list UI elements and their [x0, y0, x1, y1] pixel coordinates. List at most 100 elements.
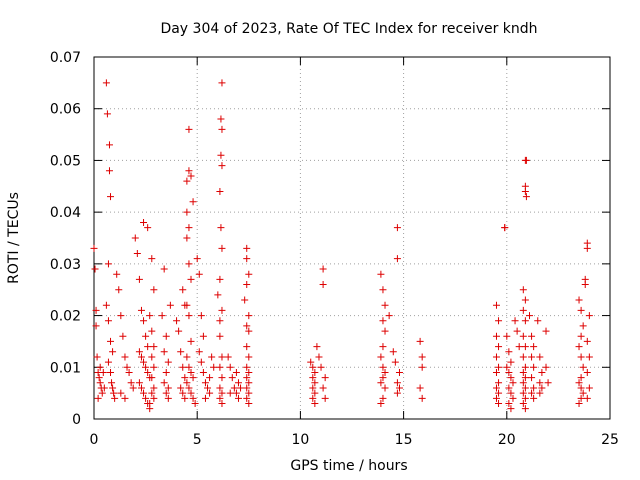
data-point	[379, 317, 387, 325]
data-point	[513, 327, 521, 335]
data-point	[243, 384, 251, 392]
data-point	[208, 353, 216, 361]
data-point	[135, 275, 143, 283]
data-point	[216, 363, 224, 371]
data-point	[492, 353, 500, 361]
data-point	[183, 208, 191, 216]
data-point	[206, 374, 214, 382]
data-point	[133, 250, 141, 258]
data-point	[311, 389, 319, 397]
plot-frame	[93, 56, 611, 420]
data-point	[218, 244, 226, 252]
data-point	[583, 337, 591, 345]
data-point	[187, 172, 195, 180]
data-point	[542, 363, 550, 371]
axis-ticks	[93, 56, 611, 420]
data-point	[575, 399, 583, 407]
data-point	[391, 358, 399, 366]
y-tick-label: 0.07	[50, 50, 81, 66]
data-point	[179, 389, 187, 397]
x-tick-label: 25	[601, 432, 619, 448]
data-point	[201, 379, 209, 387]
data-point	[104, 358, 112, 366]
data-point	[185, 363, 193, 371]
data-point	[218, 353, 226, 361]
data-point	[492, 394, 500, 402]
data-point	[575, 379, 583, 387]
chart-title: Day 304 of 2023, Rate Of TEC Index for r…	[160, 21, 537, 37]
data-point	[181, 374, 189, 382]
data-point	[214, 291, 222, 299]
data-point	[418, 353, 426, 361]
data-point	[185, 384, 193, 392]
data-point	[577, 306, 585, 314]
data-point	[144, 224, 152, 232]
data-point	[150, 394, 158, 402]
data-point	[105, 141, 113, 149]
data-point	[519, 286, 527, 294]
data-point	[495, 379, 503, 387]
data-point	[185, 260, 193, 268]
data-point	[148, 327, 156, 335]
data-point	[389, 348, 397, 356]
data-point	[519, 368, 527, 376]
data-point	[197, 358, 205, 366]
data-point	[385, 312, 393, 320]
data-point	[313, 343, 321, 351]
data-point	[105, 167, 113, 175]
data-point	[536, 353, 544, 361]
data-point	[507, 358, 515, 366]
data-point	[575, 343, 583, 351]
x-tick-label: 0	[90, 432, 99, 448]
data-point	[519, 379, 527, 387]
data-point	[381, 327, 389, 335]
data-point	[228, 374, 236, 382]
data-point	[173, 317, 181, 325]
data-point	[528, 353, 536, 361]
data-point	[245, 312, 253, 320]
data-point	[245, 327, 253, 335]
data-point	[109, 384, 117, 392]
data-point	[217, 151, 225, 159]
data-point	[232, 389, 240, 397]
data-point	[243, 374, 251, 382]
data-point	[140, 389, 148, 397]
data-point	[119, 332, 127, 340]
data-point	[102, 79, 110, 87]
data-point	[501, 224, 509, 232]
data-point	[381, 301, 389, 309]
data-point	[519, 389, 527, 397]
data-point	[129, 384, 137, 392]
data-point	[521, 394, 529, 402]
data-point	[311, 379, 319, 387]
data-point	[245, 399, 253, 407]
data-point	[121, 353, 129, 361]
data-point	[162, 332, 170, 340]
data-point	[93, 353, 101, 361]
data-point	[98, 389, 106, 397]
data-point	[505, 399, 513, 407]
data-point	[108, 379, 116, 387]
data-point	[175, 327, 183, 335]
data-point	[131, 234, 139, 242]
data-point	[210, 363, 218, 371]
data-point	[135, 348, 143, 356]
data-point	[123, 363, 131, 371]
data-point	[509, 379, 517, 387]
data-point	[519, 353, 527, 361]
data-point	[515, 343, 523, 351]
data-point	[395, 368, 403, 376]
data-point	[142, 363, 150, 371]
data-point	[492, 332, 500, 340]
data-point	[530, 363, 538, 371]
data-point	[577, 384, 585, 392]
data-point	[164, 384, 172, 392]
data-point	[218, 374, 226, 382]
data-point	[115, 286, 123, 294]
data-point	[521, 405, 529, 413]
data-point	[245, 353, 253, 361]
data-point	[579, 389, 587, 397]
data-point	[243, 244, 251, 252]
data-point	[245, 270, 253, 278]
